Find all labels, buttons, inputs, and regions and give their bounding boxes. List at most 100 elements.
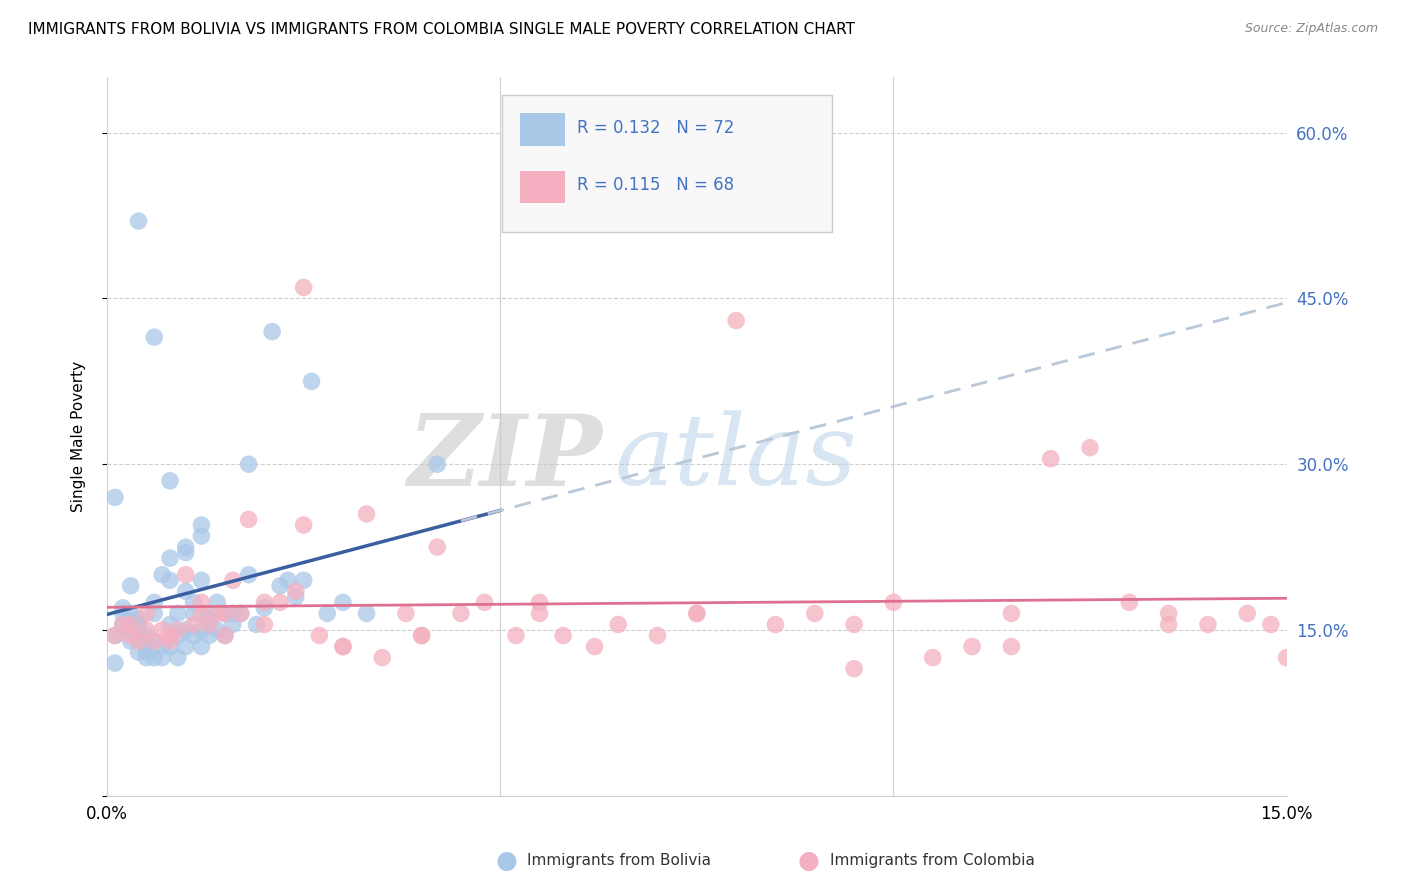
Point [395,607,418,621]
Point [135,628,157,642]
Point [190,607,212,621]
Point [553,628,575,642]
Point [238,567,260,582]
Point [135,607,157,621]
Point [120,579,142,593]
Point [135,640,157,654]
Point [238,512,260,526]
Point [1118,595,1140,609]
Point [686,607,709,621]
Point [190,623,212,637]
Point [426,457,449,471]
Point [725,313,748,327]
Point [1000,607,1022,621]
Point [111,607,134,621]
Point [214,607,236,621]
Point [371,650,394,665]
Point [292,518,315,533]
Point [104,628,127,642]
Point [190,595,212,609]
Point [159,574,181,588]
Point [205,595,228,609]
Point [150,567,173,582]
Point [150,623,173,637]
Point [607,617,630,632]
Point [183,607,205,621]
Bar [520,171,565,203]
Point [253,595,276,609]
Point [269,595,291,609]
Point [529,607,551,621]
Point [166,623,188,637]
Point [583,640,606,654]
Point [183,595,205,609]
Point [292,280,315,294]
Text: R = 0.115   N = 68: R = 0.115 N = 68 [576,177,734,194]
Point [921,650,943,665]
Point [222,574,245,588]
Point [262,325,284,339]
FancyBboxPatch shape [502,95,832,232]
Point [245,617,267,632]
Y-axis label: Single Male Poverty: Single Male Poverty [72,361,86,512]
Point [120,607,142,621]
Point [332,595,354,609]
Text: Immigrants from Bolivia: Immigrants from Bolivia [527,854,711,868]
Point [143,595,166,609]
Point [190,640,212,654]
Point [205,607,228,621]
Point [214,607,236,621]
Point [150,640,173,654]
Point [222,607,245,621]
Point [143,650,166,665]
Point [190,574,212,588]
Point [159,551,181,566]
Point [128,645,150,659]
Point [159,474,181,488]
Point [804,607,827,621]
Point [301,375,323,389]
Point [120,617,142,632]
Point [960,640,983,654]
Point [1197,617,1219,632]
Point [120,634,142,648]
Point [1078,441,1101,455]
Point [1157,617,1180,632]
Point [198,617,221,632]
Point [190,529,212,543]
Point [135,623,157,637]
Point [159,628,181,642]
Point [159,617,181,632]
Point [205,623,228,637]
Point [1000,640,1022,654]
Point [174,640,197,654]
Point [505,628,527,642]
Point [143,330,166,344]
Point [111,600,134,615]
Point [229,607,252,621]
Text: Source: ZipAtlas.com: Source: ZipAtlas.com [1244,22,1378,36]
Point [284,584,307,599]
Text: Immigrants from Colombia: Immigrants from Colombia [830,854,1035,868]
Point [229,607,252,621]
Text: ●: ● [495,849,517,872]
Point [120,623,142,637]
Point [128,612,150,626]
Point [174,540,197,554]
Point [214,628,236,642]
Point [356,607,378,621]
Point [316,607,339,621]
Point [128,634,150,648]
Point [474,595,496,609]
Point [269,579,291,593]
Point [135,650,157,665]
Point [308,628,330,642]
Point [166,628,188,642]
Point [128,214,150,228]
Point [450,607,472,621]
Text: IMMIGRANTS FROM BOLIVIA VS IMMIGRANTS FROM COLOMBIA SINGLE MALE POVERTY CORRELAT: IMMIGRANTS FROM BOLIVIA VS IMMIGRANTS FR… [28,22,855,37]
Point [686,607,709,621]
Point [238,457,260,471]
Point [135,645,157,659]
Point [529,595,551,609]
